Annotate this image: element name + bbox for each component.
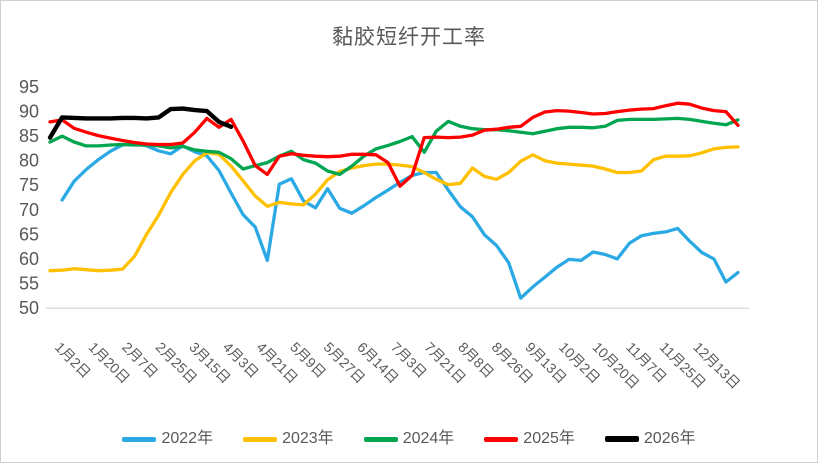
legend-label: 2022年 [161, 430, 214, 447]
legend-swatch-icon [122, 436, 157, 442]
legend-item-2023年: 2023年 [243, 431, 334, 447]
series-line-2023年 [48, 145, 740, 273]
y-axis-tick-label: 95 [19, 77, 39, 97]
series-line-2025年 [48, 101, 740, 188]
y-axis-tick-label: 60 [19, 249, 39, 269]
legend-label: 2025年 [523, 430, 575, 447]
series-line-2026年 [47, 106, 234, 140]
x-axis-tick-label: 1月2日 [52, 339, 94, 381]
y-axis-tick-label: 75 [19, 175, 39, 195]
legend-swatch-icon [363, 436, 398, 442]
y-axis-tick-label: 55 [19, 273, 39, 293]
series-line-2022年 [60, 141, 740, 300]
series-line-2024年 [48, 116, 740, 177]
legend-item-2026年: 2026年 [604, 430, 696, 447]
legend-item-2025年: 2025年 [484, 431, 575, 447]
y-axis-tick-label: 85 [19, 126, 39, 146]
y-axis-tick-label: 65 [19, 224, 39, 244]
legend-swatch-icon [484, 436, 519, 442]
legend-item-2022年: 2022年 [122, 431, 213, 447]
legend-item-2024年: 2024年 [363, 430, 455, 447]
y-axis-tick-label: 90 [19, 102, 39, 122]
legend-label: 2023年 [282, 430, 334, 447]
y-axis-tick-label: 80 [19, 151, 39, 171]
legend-label: 2026年 [643, 430, 696, 447]
chart-title: 黏胶短纤开工率 [332, 26, 486, 49]
y-axis-tick-label: 50 [19, 298, 39, 318]
legend-swatch-icon [604, 436, 639, 442]
legend-label: 2024年 [402, 430, 455, 447]
legend-swatch-icon [243, 436, 278, 442]
y-axis-tick-label: 70 [19, 200, 39, 220]
chart-legend: 2022年 2023年 2024年 2025年 2026年 [1, 431, 817, 447]
